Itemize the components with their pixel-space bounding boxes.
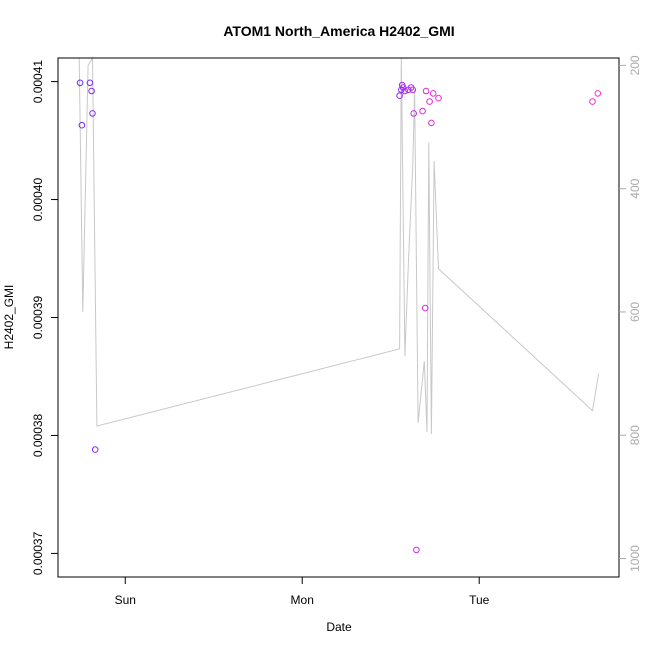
data-point — [422, 87, 430, 95]
data-point — [399, 84, 407, 91]
axes: Sun Mon Tue 0.00037 0.00038 0.00039 0.00040 0.0… — [31, 55, 642, 607]
data-point — [426, 98, 433, 105]
data-point — [401, 87, 409, 95]
data-point — [91, 446, 99, 453]
data-point — [78, 121, 86, 129]
data-point — [89, 110, 96, 117]
data-point — [410, 110, 418, 117]
x-tick-label: Mon — [291, 593, 314, 607]
x-axis-title: Date — [326, 620, 352, 634]
data-point — [409, 86, 417, 94]
data-point — [419, 107, 426, 115]
y-axis-title: H2402_GMI — [2, 285, 16, 350]
data-point — [589, 98, 596, 105]
right-y-tick-label: 200 — [628, 55, 642, 75]
plot-area — [76, 56, 602, 554]
data-point — [88, 87, 95, 95]
y-tick-label: 0.00040 — [31, 178, 45, 222]
chart-title: ATOM1 North_America H2402_GMI — [223, 23, 454, 39]
y-tick-label: 0.00039 — [31, 295, 45, 339]
y-tick-label: 0.00037 — [31, 531, 45, 575]
y-tick-label: 0.00041 — [31, 60, 45, 104]
right-y-tick-label: 800 — [628, 425, 642, 445]
data-point — [428, 119, 435, 127]
right-y-tick-label: 1000 — [628, 545, 642, 572]
data-point — [435, 94, 442, 102]
data-point — [413, 546, 420, 554]
data-point — [86, 79, 94, 87]
plot-frame — [57, 57, 620, 578]
data-point — [76, 79, 84, 87]
data-point — [396, 92, 403, 99]
right-y-tick-label: 600 — [628, 302, 642, 322]
y-tick-label: 0.00038 — [31, 413, 45, 457]
x-tick-label: Sun — [115, 593, 136, 607]
right-y-tick-label: 400 — [628, 178, 642, 198]
data-point — [429, 90, 437, 97]
series-line — [76, 56, 600, 435]
data-point — [421, 304, 429, 312]
x-tick-label: Tue — [469, 593, 490, 607]
data-point — [594, 90, 602, 97]
